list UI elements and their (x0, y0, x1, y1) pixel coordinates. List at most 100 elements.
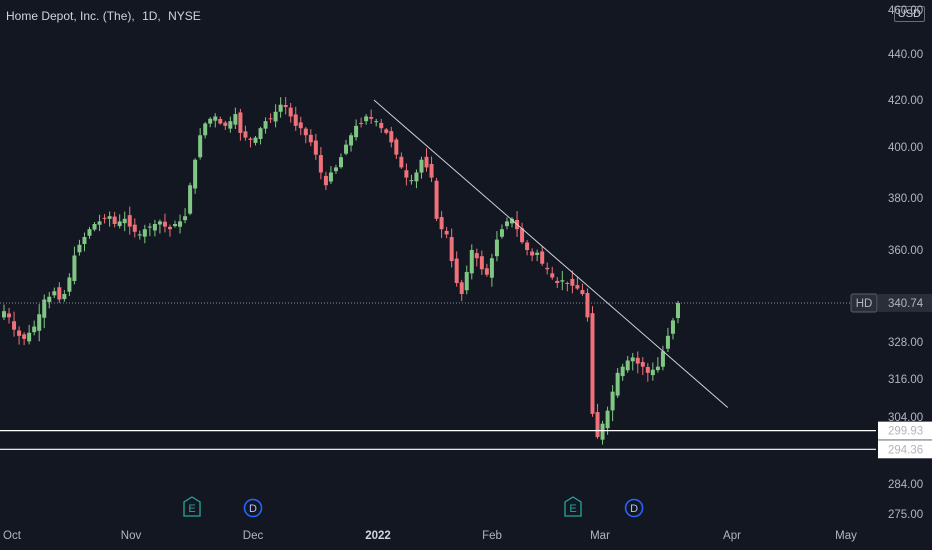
candle-body (273, 111, 278, 122)
time-tick-label: Dec (243, 530, 264, 542)
candle-body (640, 361, 645, 367)
candle-body (339, 157, 343, 168)
candle-body (67, 277, 72, 292)
trendline (373, 99, 729, 408)
candle-body (650, 369, 655, 376)
candle-body (419, 159, 424, 173)
candle-body (479, 256, 484, 270)
candle-body (504, 221, 509, 227)
candle-body (364, 116, 369, 122)
candle-body (374, 121, 379, 123)
candle-body (474, 253, 479, 259)
candle-body (147, 226, 152, 228)
dividend-marker[interactable]: D (243, 498, 263, 518)
candle-body (429, 163, 434, 178)
candle-body (188, 185, 193, 214)
candle-body (17, 330, 22, 336)
candle-body (238, 112, 243, 133)
candle-body (208, 118, 213, 124)
candle-body (102, 217, 107, 219)
interval-label[interactable]: 1D (142, 9, 158, 23)
candle-body (655, 366, 660, 371)
candle-body (494, 239, 499, 257)
candle-body (580, 290, 585, 294)
candle-body (112, 216, 117, 224)
horizontal-line-label: 299.93 (888, 426, 923, 438)
candle-body (328, 172, 333, 182)
price-tick-label: 328.00 (888, 337, 923, 349)
time-axis[interactable]: Oct Nov Dec 2022 Feb Mar Apr May (3, 530, 857, 542)
candle-body (525, 242, 530, 250)
candle-body (625, 360, 630, 371)
candle-body (308, 134, 313, 143)
title-separator: , (131, 9, 135, 23)
candle-body (399, 156, 404, 168)
candle-body (414, 172, 419, 182)
price-tick-label: 460.00 (888, 5, 923, 17)
candle-body (318, 155, 323, 173)
candle-body (535, 252, 540, 255)
time-tick-label: 2022 (365, 530, 391, 542)
candle-body (203, 123, 208, 136)
candle-body (550, 273, 555, 278)
candle-body (570, 278, 575, 286)
earnings-icon (564, 496, 582, 517)
price-tick-label: 440.00 (888, 49, 923, 61)
chart-title: Home Depot, Inc. (The), 1D, NYSE (6, 9, 205, 23)
candle-body (122, 218, 127, 224)
candle-body (595, 412, 600, 438)
candle-body (57, 287, 62, 300)
candle-body (630, 357, 635, 362)
candle-body (520, 228, 525, 243)
time-tick-label: Mar (590, 530, 610, 542)
candle-body (97, 221, 102, 225)
candle-body (635, 357, 640, 364)
candle-body (510, 218, 515, 224)
last-price-badge: 340.74 (878, 293, 932, 312)
candle-body (127, 215, 132, 227)
symbol-badge: HD (850, 293, 878, 313)
horizontal-line-label: 294.36 (888, 444, 923, 456)
candle-body (278, 104, 283, 112)
candle-body (454, 258, 459, 283)
candle-body (409, 180, 414, 182)
time-tick-label: May (835, 530, 857, 542)
price-axis[interactable]: 460.00 440.00 420.00 400.00 380.00 360.00 340.… (850, 5, 932, 521)
candle-body (223, 122, 228, 126)
candle-body (404, 170, 409, 178)
candle-body (27, 332, 32, 342)
event-label: E (188, 503, 195, 515)
earnings-icon (183, 496, 201, 517)
candle-body (92, 224, 97, 230)
candle-body (555, 280, 560, 283)
candle-body (394, 139, 399, 155)
candle-body (183, 216, 188, 221)
candle-body (72, 255, 77, 281)
candle-body (303, 128, 308, 136)
candle-body (87, 229, 92, 236)
candle-body (2, 311, 6, 318)
candle-body (545, 267, 550, 270)
candle-body (590, 313, 595, 414)
candle-body (32, 326, 37, 333)
candle-body (379, 122, 384, 129)
dividend-marker[interactable]: D (624, 498, 644, 518)
price-tick-label: 284.00 (888, 479, 923, 491)
earnings-marker[interactable]: E (183, 496, 201, 517)
currency-button[interactable]: USD (893, 6, 925, 22)
candle-body (344, 144, 349, 154)
candle-body (610, 391, 615, 411)
candle-body (605, 410, 610, 429)
candle-body (253, 137, 258, 143)
candle-body (540, 251, 545, 264)
price-tick-label: 316.00 (888, 374, 923, 386)
candle-body (62, 294, 67, 300)
time-tick-label: Nov (121, 530, 142, 542)
earnings-marker[interactable]: E (564, 496, 582, 517)
candle-body (670, 320, 675, 334)
exchange-label: NYSE (168, 9, 201, 23)
candle-body (560, 280, 565, 282)
candle-body (77, 244, 82, 253)
